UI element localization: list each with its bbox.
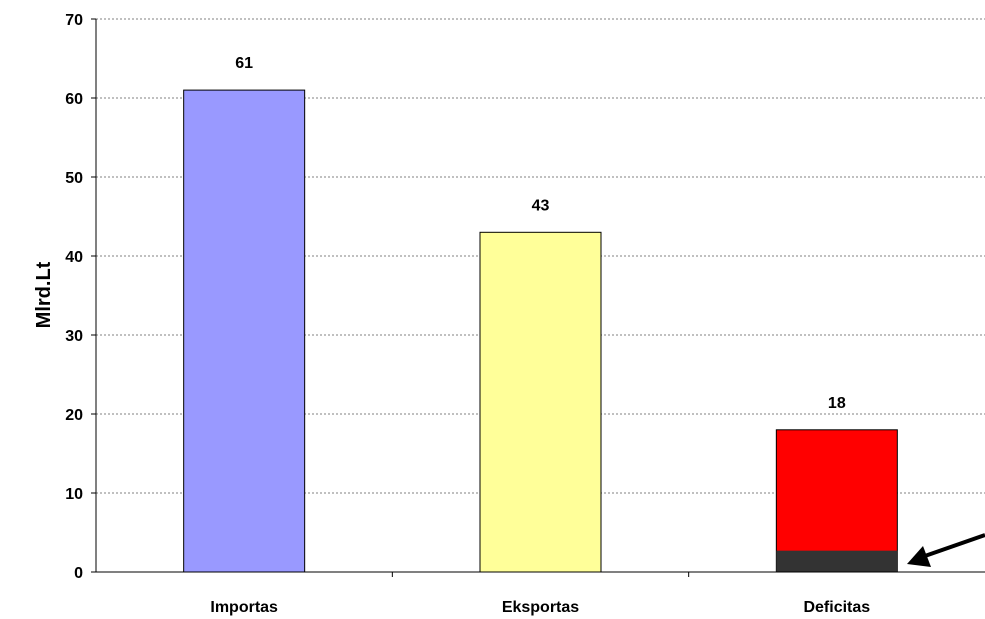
y-tick-label: 30	[65, 328, 83, 345]
x-tick-label: Deficitas	[803, 599, 870, 616]
labels: 0 10 20 30 40 50 60 70 61 Importas 43 Eksportas 18 De…	[65, 12, 870, 616]
y-tick-label: 0	[74, 565, 83, 582]
y-tick-label: 20	[65, 407, 83, 424]
bar-importas	[183, 89, 306, 573]
data-label: 61	[235, 55, 253, 72]
arrow-annotation	[907, 533, 985, 567]
y-axis-title: Mlrd.Lt	[33, 261, 55, 328]
axes	[91, 18, 985, 577]
arrow-head	[907, 546, 931, 567]
x-tick-label: Eksportas	[502, 599, 579, 616]
y-tick-label: 50	[65, 170, 83, 187]
arrow-line	[921, 533, 985, 559]
y-tick-label: 70	[65, 12, 83, 29]
highlight-segment	[776, 550, 898, 572]
y-tick-label: 40	[65, 249, 83, 266]
y-tick-label: 60	[65, 91, 83, 108]
data-label: 43	[532, 197, 550, 214]
bars	[183, 89, 898, 573]
y-tick-label: 10	[65, 486, 83, 503]
bar-eksportas	[479, 231, 602, 573]
data-label: 18	[828, 395, 846, 412]
x-tick-label: Importas	[210, 599, 278, 616]
